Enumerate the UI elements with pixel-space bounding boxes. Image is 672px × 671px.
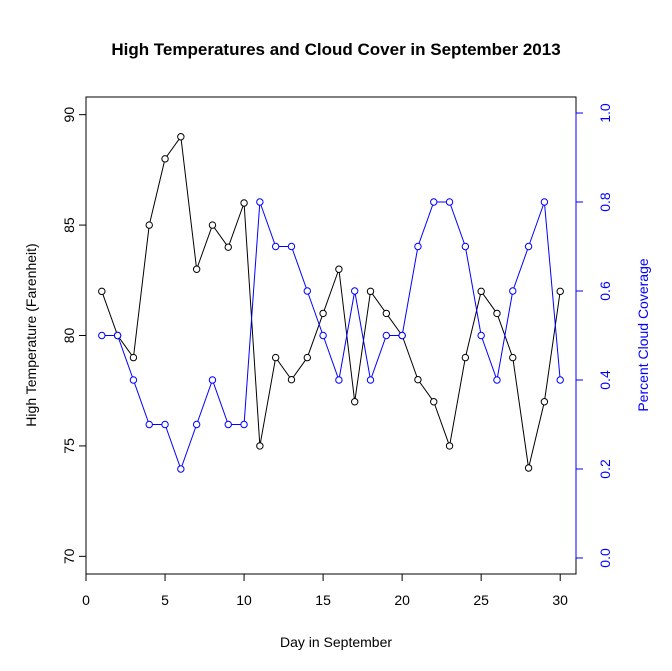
data-point-left — [145, 221, 153, 229]
data-point-right — [224, 420, 232, 429]
data-point-right — [129, 376, 138, 384]
data-point-right — [256, 198, 264, 206]
data-point-right — [161, 420, 169, 429]
y-tick-label-left: 80 — [61, 328, 77, 344]
data-point-left — [540, 398, 549, 406]
data-point-right — [271, 242, 280, 251]
x-tick-label: 0 — [82, 592, 90, 608]
data-point-right — [98, 331, 106, 340]
data-point-right — [540, 198, 549, 206]
data-point-left — [477, 287, 485, 296]
data-point-left — [430, 398, 438, 406]
y-tick-label-right: 0.6 — [597, 281, 613, 301]
data-point-right — [145, 420, 153, 429]
data-point-right — [556, 376, 564, 384]
data-point-right — [398, 331, 406, 340]
data-point-left — [177, 133, 185, 141]
x-axis-label: Day in September — [280, 634, 392, 650]
y-tick-label-right: 0.8 — [597, 192, 613, 212]
x-tick-label: 5 — [161, 592, 169, 608]
data-point-left — [493, 309, 501, 318]
data-point-left — [556, 287, 564, 296]
data-point-right — [335, 376, 343, 384]
data-point-right — [366, 376, 375, 384]
data-point-right — [509, 287, 517, 295]
data-point-left — [414, 375, 422, 384]
data-point-left — [461, 353, 470, 362]
data-point-right — [208, 376, 217, 384]
data-point-left — [509, 353, 517, 362]
data-point-right — [303, 287, 311, 295]
y-axis-label-left: High Temperature (Farenheit) — [23, 243, 39, 426]
data-point-left — [335, 265, 343, 273]
data-point-right — [177, 465, 185, 473]
y-tick-label-right: 1.0 — [597, 103, 613, 123]
data-point-right — [414, 242, 422, 251]
data-point-right — [445, 198, 454, 206]
x-tick-label: 20 — [394, 592, 410, 608]
y-tick-label-left: 70 — [61, 548, 77, 564]
y-tick-label-left: 75 — [61, 438, 77, 454]
data-point-left — [208, 221, 217, 229]
data-point-right — [319, 331, 327, 340]
series-line-left — [101, 135, 561, 469]
data-point-left — [240, 199, 248, 207]
data-point-right — [113, 331, 122, 340]
series-line-right — [101, 201, 561, 471]
data-point-right — [477, 331, 485, 340]
y-tick-label-right: 0.2 — [597, 459, 613, 479]
x-axis: 0 5 10 15 20 25 30 — [82, 573, 568, 608]
data-point-left — [192, 265, 201, 273]
data-point-left — [366, 287, 375, 296]
x-tick-label: 10 — [236, 592, 252, 608]
y-tick-label-right: 0.4 — [597, 370, 613, 390]
data-point-left — [303, 353, 311, 362]
y-axis-left: 70 75 80 85 90 — [61, 107, 87, 564]
x-tick-label: 30 — [552, 592, 568, 608]
data-point-left — [224, 243, 232, 251]
data-point-right — [430, 198, 438, 206]
data-point-left — [287, 375, 296, 384]
x-tick-label: 15 — [315, 592, 331, 608]
series-layer — [98, 133, 564, 473]
data-point-left — [382, 309, 391, 318]
data-point-left — [445, 442, 454, 450]
data-point-left — [98, 287, 106, 296]
data-point-right — [382, 331, 391, 340]
data-point-right — [493, 376, 501, 384]
x-tick-label: 25 — [473, 592, 489, 608]
data-point-left — [129, 353, 138, 362]
y-axis-right: 0.0 0.2 0.4 0.6 0.8 1.0 — [575, 103, 613, 568]
data-point-left — [161, 155, 169, 163]
y-tick-label-right: 0.0 — [597, 548, 613, 568]
data-point-right — [192, 420, 201, 429]
y-tick-label-left: 85 — [61, 217, 77, 233]
data-point-right — [351, 287, 359, 295]
data-point-right — [524, 242, 533, 251]
data-point-right — [240, 420, 248, 429]
plot-frame — [85, 96, 577, 575]
data-point-left — [319, 309, 327, 318]
data-point-left — [524, 464, 533, 472]
data-point-left — [351, 398, 359, 406]
y-tick-label-left: 90 — [61, 107, 77, 123]
data-point-right — [287, 242, 296, 251]
data-point-left — [271, 353, 280, 362]
data-point-left — [256, 442, 264, 450]
chart-title: High Temperatures and Cloud Cover in Sep… — [111, 40, 560, 59]
data-point-right — [461, 242, 470, 251]
y-axis-label-right: Percent Cloud Coverage — [635, 258, 651, 412]
